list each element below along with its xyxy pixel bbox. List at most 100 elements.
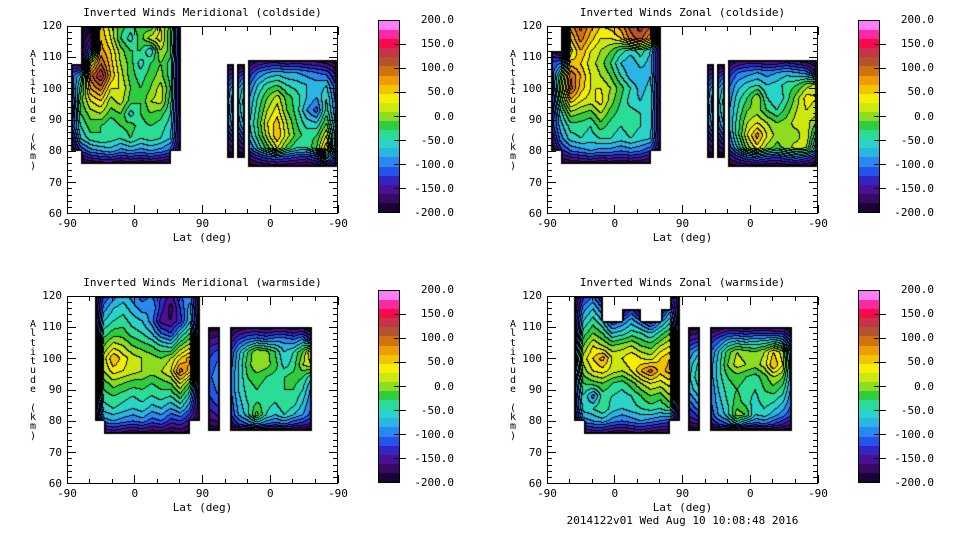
x-tick (202, 205, 203, 213)
colorbar-band (859, 130, 879, 140)
colorbar-tick (874, 458, 886, 460)
colorbar-tick-label: 0.0 (914, 109, 934, 123)
y-tick (548, 144, 552, 146)
y-tick (333, 333, 337, 335)
x-tick-label: -90 (808, 487, 828, 500)
x-tick (179, 27, 181, 31)
x-tick (772, 297, 774, 301)
colorbar-band (859, 372, 879, 382)
y-tick (813, 169, 817, 171)
y-tick (813, 113, 817, 115)
x-tick (337, 475, 339, 483)
y-tick-label: 110 (42, 320, 62, 334)
y-tick-label: 70 (48, 445, 62, 459)
y-tick (68, 31, 72, 33)
colorbar-tick-label: 50.0 (427, 355, 455, 369)
x-tick (202, 475, 203, 483)
colorbar-band (379, 381, 399, 392)
x-tick (546, 27, 548, 35)
y-tick (329, 326, 337, 328)
y-tick (333, 433, 337, 435)
y-axis-title-char: i (509, 346, 517, 358)
x-tick (134, 475, 136, 483)
y-tick (333, 38, 337, 39)
x-tick (134, 205, 136, 213)
y-tick (548, 188, 552, 190)
y-axis-title-char: l (29, 58, 37, 70)
y-tick (813, 308, 817, 309)
axes-box (67, 296, 338, 484)
x-tick (659, 27, 661, 31)
y-tick (68, 452, 76, 454)
y-tick (333, 94, 337, 96)
y-tick (333, 175, 337, 177)
x-tick-label: 90 (195, 217, 210, 230)
colorbar-tick (394, 361, 406, 363)
colorbar-band (859, 102, 879, 112)
y-tick (68, 427, 72, 429)
colorbar-band (859, 300, 879, 310)
x-tick (156, 27, 158, 31)
y-tick (333, 194, 337, 196)
x-tick-label: 0 (611, 217, 619, 230)
colorbar-band (379, 472, 399, 482)
y-tick (548, 395, 552, 397)
y-tick (68, 56, 76, 58)
plot-title: Inverted Winds Zonal (warmside) (579, 276, 786, 289)
x-tick-label: -90 (537, 217, 557, 230)
colorbar-band (859, 84, 879, 94)
colorbar-band (379, 57, 399, 67)
x-tick (89, 297, 91, 301)
colorbar-tick-label: -50.0 (900, 403, 934, 417)
colorbar-tick (874, 140, 886, 142)
y-tick (68, 138, 72, 140)
x-tick-label: 0 (746, 487, 754, 500)
x-tick-label: -90 (328, 487, 348, 500)
y-tick (333, 314, 337, 316)
colorbar-band (379, 436, 399, 446)
x-tick (269, 297, 271, 305)
colorbar-band (859, 318, 879, 328)
x-tick (569, 209, 571, 213)
y-tick (548, 351, 552, 353)
y-tick (548, 132, 552, 133)
colorbar-band (379, 39, 399, 49)
x-tick (817, 297, 819, 305)
y-tick (548, 163, 552, 165)
y-tick (68, 383, 72, 385)
x-tick (314, 27, 316, 31)
x-tick-label: 0 (266, 217, 274, 230)
x-tick (727, 479, 729, 483)
y-tick (68, 182, 76, 184)
y-axis-title-char: d (509, 104, 517, 116)
colorbar-tick-label: 50.0 (907, 355, 935, 369)
colorbar-tick (394, 116, 406, 117)
x-tick (591, 479, 593, 483)
y-axis-title-char: d (509, 374, 517, 386)
y-tick (329, 119, 337, 121)
y-tick (68, 439, 72, 441)
y-axis-title-char: t (29, 356, 37, 368)
y-tick (333, 69, 337, 71)
y-tick-label: 80 (528, 144, 542, 158)
colorbar-tick-label: 200.0 (420, 283, 454, 296)
y-tick (333, 163, 337, 165)
colorbar-tick-label: 200.0 (900, 13, 934, 26)
y-tick (813, 477, 817, 479)
colorbar-band (859, 409, 879, 419)
y-tick-label: 90 (48, 113, 62, 126)
y-tick (548, 44, 552, 46)
x-tick (292, 27, 294, 31)
colorbar-tick (874, 361, 886, 363)
colorbar-band (859, 345, 879, 355)
x-tick (591, 297, 593, 301)
colorbar-tick-label: -200.0 (414, 476, 454, 489)
axes-box (547, 26, 818, 214)
y-tick (813, 314, 817, 316)
y-tick (548, 477, 552, 479)
x-tick (247, 27, 249, 31)
colorbar-band (379, 454, 399, 464)
y-axis-title-char: ( (509, 402, 517, 414)
y-tick (809, 420, 817, 422)
colorbar-tick (874, 67, 886, 69)
